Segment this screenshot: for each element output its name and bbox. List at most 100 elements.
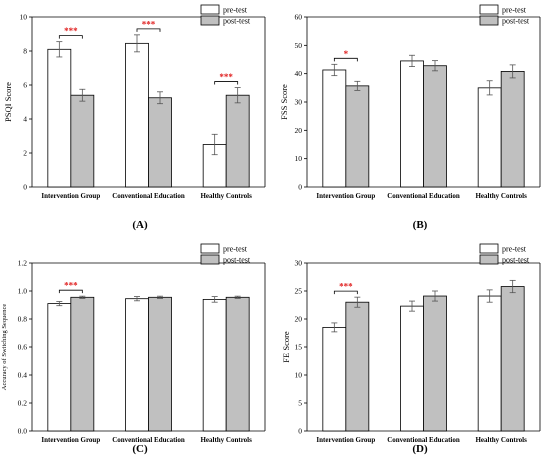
x-category-label: Intervention Group [316, 192, 375, 200]
legend-swatch-post-test [479, 15, 499, 26]
significance-marker: *** [339, 282, 353, 292]
bar-post-test [225, 94, 250, 188]
bar-pre-test [125, 42, 149, 188]
y-tick-label: 5 [298, 399, 302, 408]
significance-marker: *** [219, 72, 233, 82]
panel-label: (C) [132, 443, 148, 455]
legend-label: pre-test [223, 245, 248, 254]
y-tick-label: 0 [23, 183, 27, 192]
y-tick-label: 0.4 [18, 371, 28, 380]
significance-bracket [136, 28, 161, 32]
y-tick-label: 2 [23, 149, 27, 158]
x-category-label: Intervention Group [316, 436, 375, 444]
legend-swatch-pre-test [200, 4, 220, 15]
x-category-label: Healthy Controls [200, 192, 252, 200]
bar-post-test [345, 85, 370, 188]
panel-label: (B) [413, 219, 428, 231]
significance-marker: *** [64, 26, 78, 36]
y-tick-label: 0.0 [18, 427, 28, 436]
y-tick-label: 30 [295, 259, 303, 268]
bar-post-test [225, 296, 250, 432]
legend-swatch-pre-test [200, 243, 220, 254]
bar-pre-test [322, 69, 347, 188]
bar-pre-test [477, 295, 502, 432]
x-category-label: Healthy Controls [475, 192, 527, 200]
y-axis-label: FSS Score [279, 84, 289, 120]
legend-label: pre-test [223, 6, 248, 15]
legend-label: pre-test [502, 6, 527, 15]
y-tick-label: 10 [20, 13, 28, 22]
bar-post-test [70, 296, 95, 432]
chart-panel-c: 0.0 0.2 0.4 0.6 0.8 1.0 1.2 Accuracy of Switchi… [1, 243, 266, 455]
legend-label: post-test [223, 17, 251, 26]
bar-pre-test [400, 305, 424, 432]
y-tick-label: 10 [295, 154, 303, 163]
y-tick-label: 1.2 [18, 259, 28, 268]
y-tick-label: 20 [295, 315, 303, 324]
significance-bracket [333, 290, 358, 295]
significance-bracket [58, 289, 83, 294]
significance-marker: *** [64, 281, 78, 291]
y-tick-label: 0.2 [18, 399, 28, 408]
significance-bracket [58, 35, 83, 39]
bar-pre-test [322, 326, 347, 432]
y-tick-label: 50 [295, 41, 303, 50]
legend-label: post-test [223, 256, 251, 265]
legend-label: post-test [502, 17, 530, 26]
significance-bracket [333, 57, 358, 62]
chart-panel-a: 0 2 4 6 8 10 PSQI Score Intervention Group Conve… [3, 4, 266, 231]
chart-panel-b: 0 10 20 30 40 50 60 FSS Score Intervention Group… [279, 4, 541, 231]
y-tick-label: 15 [295, 343, 303, 352]
bar-pre-test [125, 298, 149, 432]
x-category-label: Conventional Education [112, 436, 185, 444]
y-tick-label: 0.6 [18, 343, 28, 352]
y-axis-label: Accuracy of Switching Sequence [1, 304, 8, 391]
y-tick-label: 30 [295, 98, 303, 107]
panel-label: (A) [132, 219, 148, 231]
legend-label: post-test [502, 256, 530, 265]
y-tick-label: 1.0 [18, 287, 28, 296]
chart-panel-d: 0 5 10 15 20 25 30 FE Score Intervention Group Co… [281, 243, 541, 455]
y-tick-label: 20 [295, 126, 303, 135]
bar-post-test [345, 301, 370, 432]
x-category-label: Conventional Education [387, 436, 460, 444]
y-tick-label: 6 [23, 81, 27, 90]
x-category-label: Intervention Group [41, 436, 100, 444]
y-tick-label: 0.8 [18, 315, 28, 324]
legend-label: pre-test [502, 245, 527, 254]
bar-pre-test [477, 87, 502, 188]
bar-post-test [423, 295, 447, 432]
x-category-label: Healthy Controls [200, 436, 252, 444]
panel-label: (D) [412, 443, 428, 455]
bar-post-test [148, 296, 172, 432]
legend-swatch-pre-test [479, 4, 499, 15]
bar-post-test [500, 286, 525, 432]
x-category-label: Intervention Group [41, 192, 100, 200]
significance-marker: * [344, 49, 349, 59]
y-tick-label: 25 [295, 287, 303, 296]
bar-pre-test [47, 303, 72, 432]
x-category-label: Conventional Education [112, 192, 185, 200]
bar-post-test [70, 94, 95, 188]
y-tick-label: 60 [295, 13, 303, 22]
y-tick-label: 4 [23, 115, 27, 124]
y-tick-label: 8 [23, 47, 27, 56]
bar-pre-test [400, 60, 424, 188]
bar-pre-test [202, 298, 227, 432]
bar-post-test [423, 65, 447, 188]
x-category-label: Conventional Education [387, 192, 460, 200]
legend-swatch-pre-test [479, 243, 499, 254]
legend-swatch-post-test [200, 15, 220, 26]
y-tick-label: 10 [295, 371, 303, 380]
x-category-label: Healthy Controls [475, 436, 527, 444]
y-tick-label: 0 [298, 183, 302, 192]
y-tick-label: 40 [295, 69, 303, 78]
y-axis-label: PSQI Score [3, 82, 13, 122]
legend-swatch-post-test [479, 254, 499, 265]
significance-marker: *** [142, 19, 156, 29]
significance-bracket [214, 81, 239, 85]
y-axis-label: FE Score [281, 331, 291, 363]
bar-pre-test [47, 48, 72, 188]
bar-post-test [148, 97, 172, 188]
